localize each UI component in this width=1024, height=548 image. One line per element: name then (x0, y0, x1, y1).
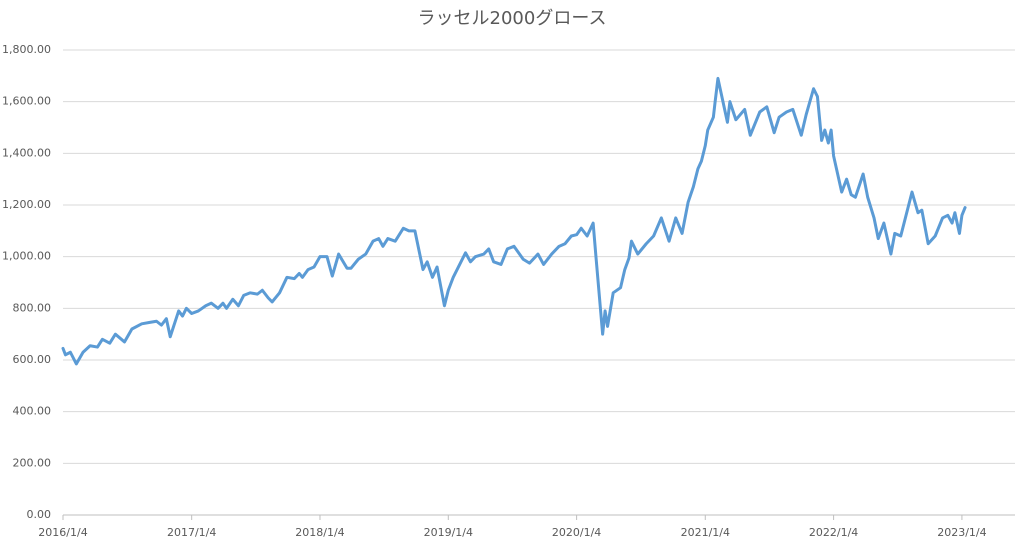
y-tick-label: 1,600.00 (2, 95, 51, 108)
x-tick-label: 2017/1/4 (167, 526, 216, 539)
y-tick-label: 200.00 (13, 456, 52, 469)
y-tick-label: 1,000.00 (2, 250, 51, 263)
x-tick-label: 2021/1/4 (681, 526, 730, 539)
y-tick-label: 1,200.00 (2, 198, 51, 211)
x-tick-label: 2019/1/4 (424, 526, 473, 539)
chart-title: ラッセル2000グロース (418, 8, 607, 29)
x-tick-label: 2018/1/4 (295, 526, 344, 539)
y-tick-label: 1,800.00 (2, 43, 51, 56)
x-tick-label: 2023/1/4 (937, 526, 986, 539)
y-tick-label: 800.00 (13, 301, 52, 314)
x-tick-label: 2020/1/4 (552, 526, 601, 539)
y-tick-label: 600.00 (13, 353, 52, 366)
x-tick-label: 2022/1/4 (809, 526, 858, 539)
y-tick-label: 0.00 (27, 508, 52, 521)
y-tick-label: 400.00 (13, 405, 52, 418)
y-tick-label: 1,400.00 (2, 146, 51, 159)
x-tick-label: 2016/1/4 (38, 526, 87, 539)
line-series (61, 76, 967, 366)
